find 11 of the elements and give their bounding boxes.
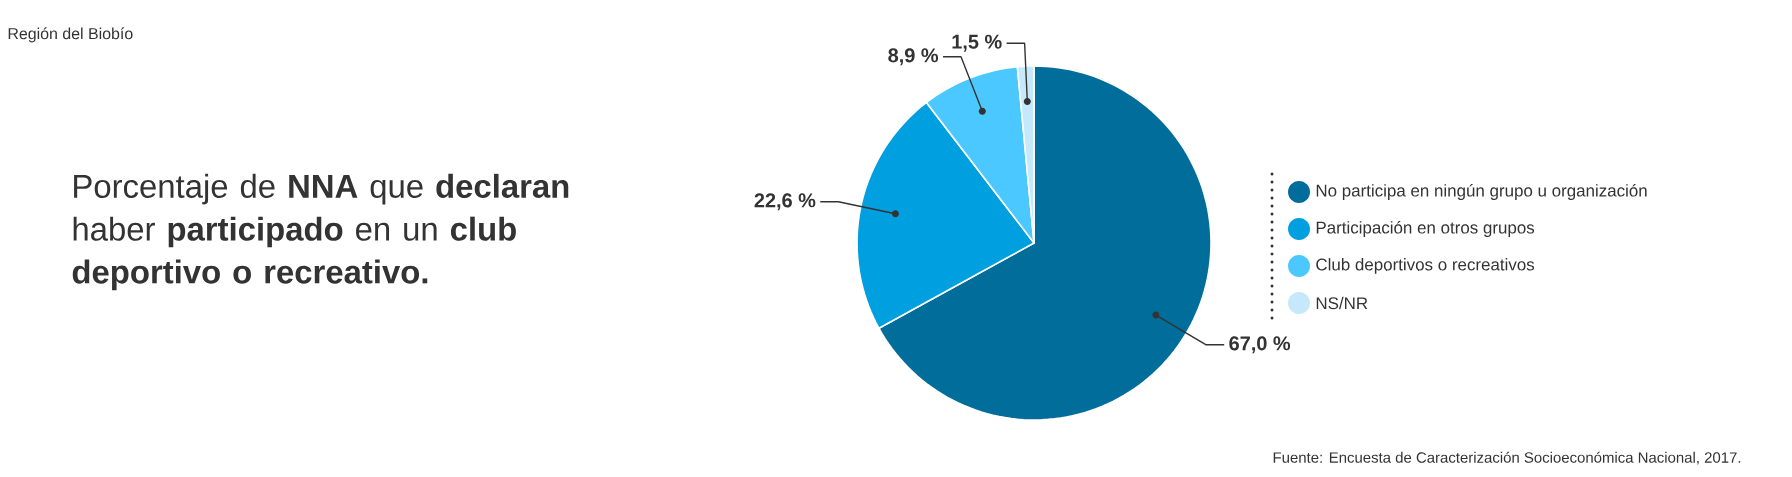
legend-label: Participación en otros grupos <box>1316 221 1535 237</box>
legend-label: No participa en ningún grupo u organización <box>1316 183 1647 200</box>
source-note: Fuente: Encuesta de Caracterización Socioeconómica Nacional, 2017. <box>1273 451 1741 465</box>
data-label: 67,0 % <box>1229 336 1291 354</box>
legend-label: Club deportivos o recreativos <box>1316 258 1535 274</box>
data-label: 22,6 % <box>754 193 816 211</box>
data-label: 8,9 % <box>888 48 939 66</box>
chart-title: Porcentaje de NNA que declaran haber participado en un club deportivo o recreativo. <box>72 173 569 291</box>
text: Región del Biobío <box>8 27 133 43</box>
legend-label: NS/NR <box>1316 296 1368 310</box>
data-label: 1,5 % <box>952 34 1002 52</box>
